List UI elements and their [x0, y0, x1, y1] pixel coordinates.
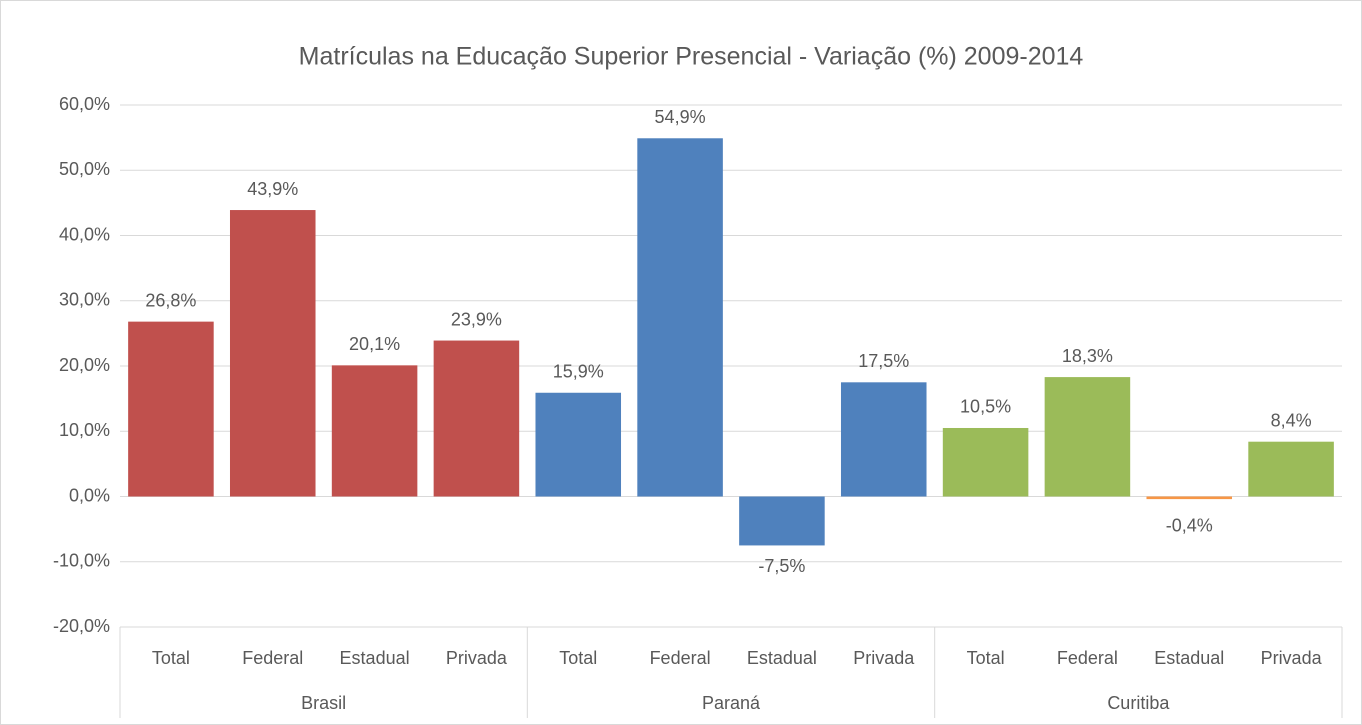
x-tick-label: Privada	[446, 648, 508, 668]
bar	[128, 321, 214, 497]
bar	[637, 138, 723, 497]
bar	[1146, 496, 1233, 500]
y-tick-label: 60,0%	[59, 94, 110, 114]
x-tick-label: Total	[152, 648, 190, 668]
data-label: 17,5%	[858, 351, 909, 371]
x-tick-label: Federal	[242, 648, 303, 668]
data-label: 15,9%	[553, 362, 604, 382]
y-tick-label: 30,0%	[59, 290, 110, 310]
y-tick-label: -10,0%	[53, 551, 110, 571]
group-label: Curitiba	[1107, 693, 1170, 713]
chart-title: Matrículas na Educação Superior Presenci…	[299, 43, 1084, 71]
x-tick-label: Privada	[1261, 648, 1323, 668]
data-label: 26,8%	[145, 290, 196, 310]
group-label: Brasil	[301, 693, 346, 713]
data-label: 23,9%	[451, 309, 502, 329]
bar	[942, 427, 1029, 497]
data-label: 18,3%	[1062, 346, 1113, 366]
data-label: 54,9%	[655, 107, 706, 127]
x-tick-label: Estadual	[747, 648, 817, 668]
x-tick-label: Total	[967, 648, 1005, 668]
y-tick-label: 0,0%	[69, 485, 110, 505]
bar	[229, 210, 316, 497]
x-tick-label: Estadual	[1154, 648, 1224, 668]
y-tick-label: 10,0%	[59, 420, 110, 440]
data-label: -7,5%	[758, 556, 805, 576]
bar	[739, 496, 825, 546]
bar	[840, 382, 927, 497]
bar	[535, 392, 622, 497]
data-label: -0,4%	[1166, 515, 1213, 535]
y-tick-label: 50,0%	[59, 159, 110, 179]
bar	[1044, 377, 1131, 497]
bar	[1248, 441, 1334, 497]
bar	[331, 365, 418, 497]
data-label: 10,5%	[960, 397, 1011, 417]
data-label: 43,9%	[247, 179, 298, 199]
y-tick-label: -20,0%	[53, 616, 110, 636]
group-label: Paraná	[702, 693, 761, 713]
data-label: 20,1%	[349, 334, 400, 354]
data-label: 8,4%	[1271, 410, 1312, 430]
bar	[433, 340, 520, 497]
x-tick-label: Federal	[1057, 648, 1118, 668]
x-tick-label: Federal	[650, 648, 711, 668]
y-tick-label: 40,0%	[59, 224, 110, 244]
x-tick-label: Total	[559, 648, 597, 668]
x-tick-label: Privada	[853, 648, 915, 668]
x-tick-label: Estadual	[340, 648, 410, 668]
y-tick-label: 20,0%	[59, 355, 110, 375]
